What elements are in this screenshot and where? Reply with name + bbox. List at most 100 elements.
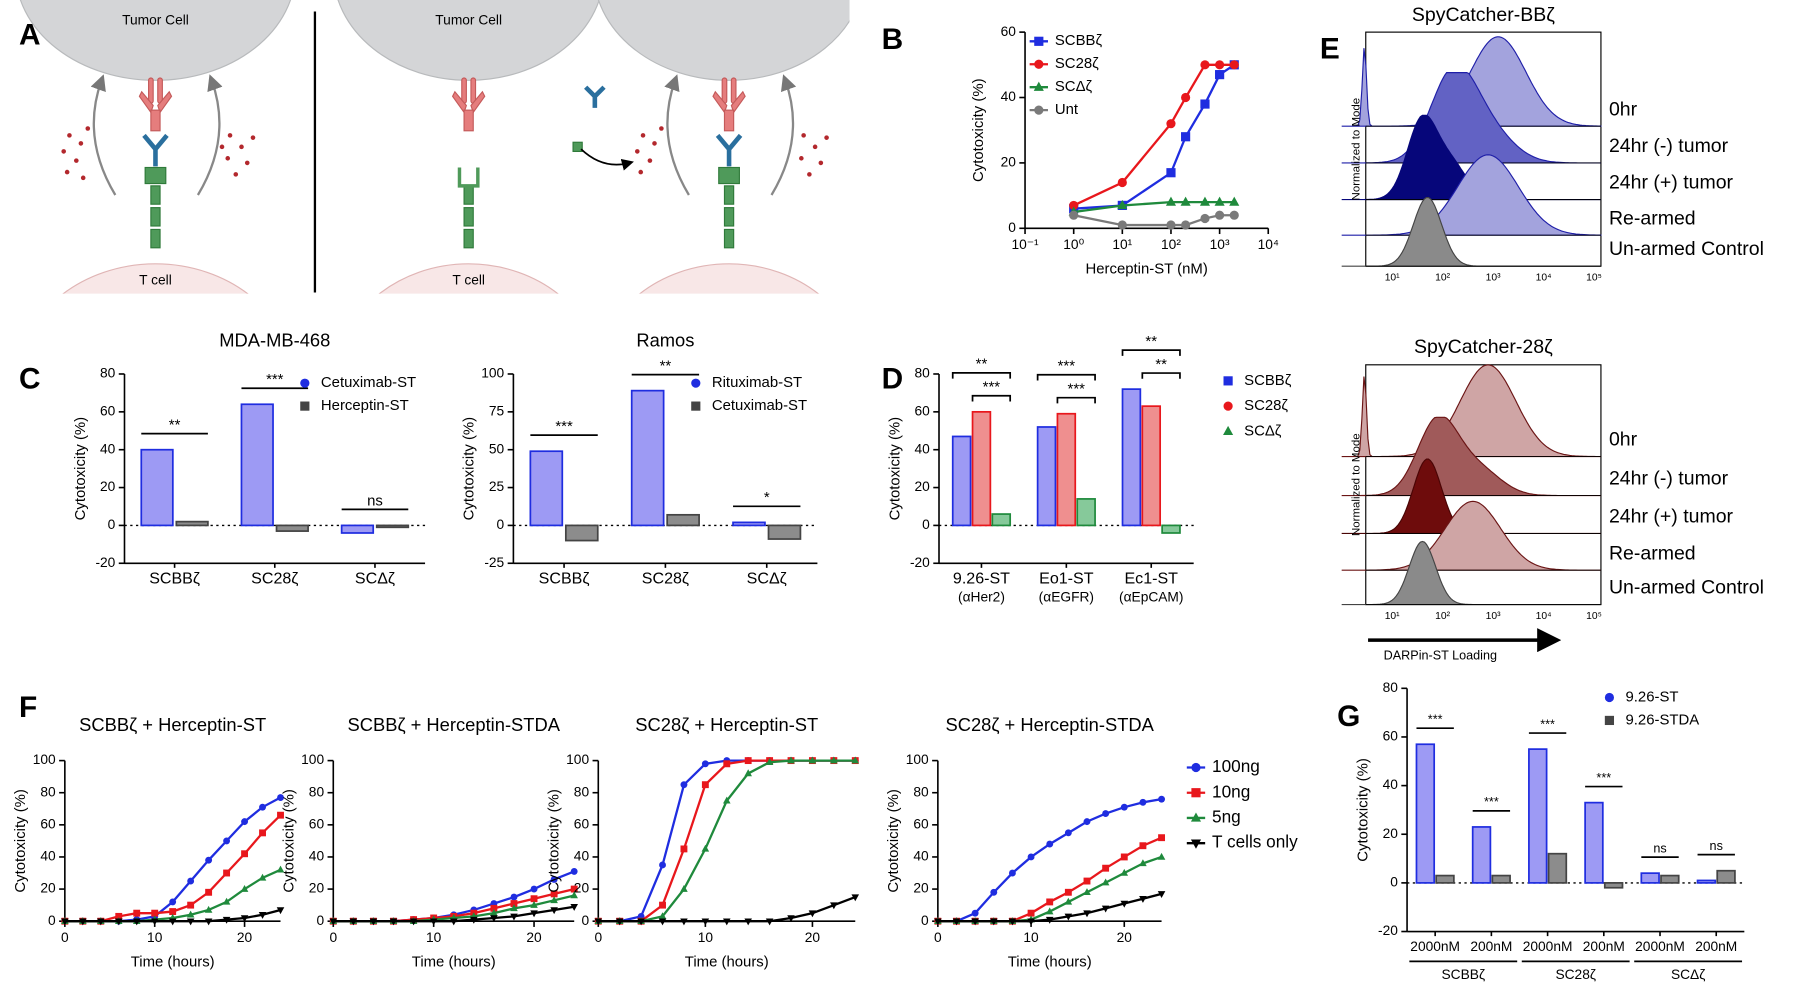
y-tick-label: 0	[316, 913, 324, 928]
marker	[1120, 853, 1128, 861]
marker	[1158, 834, 1166, 842]
legend-label: T cells only	[1212, 832, 1298, 852]
y-tick-label: 0	[581, 913, 589, 928]
bar	[375, 524, 410, 529]
y-tick-label: 80	[1383, 680, 1399, 695]
y-tick-label: 25	[489, 479, 505, 494]
panel-letter: B	[882, 23, 904, 56]
x-tick-label: 0	[934, 930, 942, 945]
marker	[530, 895, 538, 903]
bar	[1435, 874, 1455, 884]
x-tick-label: SCΔζ	[747, 570, 787, 588]
y-tick-label: 0	[1390, 875, 1398, 890]
car	[144, 141, 740, 249]
y-tick-label: 0	[922, 517, 930, 532]
marker	[429, 918, 438, 926]
y-tick-label: 40	[1001, 89, 1017, 104]
marker	[1215, 210, 1225, 220]
x-tick-label: 10¹	[1112, 237, 1132, 252]
row-label: 24hr (+) tumor	[1609, 506, 1734, 528]
t-cell	[639, 263, 820, 294]
marker	[510, 913, 518, 921]
bar	[529, 450, 564, 527]
legend-label: Cetuximab-ST	[712, 398, 807, 414]
histogram	[1341, 72, 1601, 164]
chart-title: SCBBζ + Herceptin-STDA	[347, 714, 560, 735]
significance-label: *	[764, 490, 770, 506]
x-tick-sublabel: (αEpCAM)	[1119, 589, 1183, 604]
y-tick-label: 80	[40, 784, 56, 799]
bar	[1660, 874, 1680, 884]
marker	[1083, 818, 1091, 826]
legend-marker	[1033, 81, 1044, 91]
y-axis-label: Cytotoxicity (%)	[1355, 758, 1371, 862]
bar	[1141, 405, 1162, 527]
marker	[615, 918, 624, 926]
marker	[277, 811, 284, 819]
legend-marker	[1034, 59, 1044, 69]
y-tick-label: 40	[1383, 777, 1399, 792]
y-tick-label: 0	[921, 913, 929, 928]
marker	[490, 909, 498, 916]
marker	[971, 909, 979, 917]
antibody	[142, 85, 743, 167]
marker	[744, 769, 752, 777]
marker	[1101, 905, 1110, 913]
marker	[658, 918, 667, 926]
panel-letter: D	[882, 363, 904, 396]
marker	[369, 918, 378, 926]
histogram	[1341, 154, 1602, 236]
marker	[1008, 918, 1017, 926]
marker	[241, 818, 249, 826]
marker	[1215, 60, 1225, 70]
y-tick-label: 40	[40, 849, 56, 864]
marker	[701, 760, 709, 768]
marker	[1157, 852, 1166, 860]
bar	[951, 435, 972, 527]
x-tick-label: SCBBζ	[539, 570, 590, 588]
y-tick-label: 60	[913, 816, 929, 831]
marker	[530, 910, 538, 918]
histogram-title: SpyCatcher-28ζ	[1414, 336, 1553, 358]
marker	[115, 912, 123, 920]
marker	[1200, 213, 1210, 224]
y-tick-label: -20	[95, 555, 115, 570]
marker	[1027, 918, 1035, 926]
y-tick-label: 20	[574, 881, 590, 896]
marker	[470, 916, 478, 924]
marker	[1157, 891, 1166, 899]
legend-marker	[1191, 788, 1201, 798]
marker	[990, 888, 998, 896]
legend-marker	[1604, 715, 1615, 726]
marker	[765, 918, 774, 926]
bar	[630, 389, 665, 527]
y-tick-label: 60	[40, 816, 56, 831]
marker	[659, 901, 666, 909]
x-tick-label: 9.26-ST	[953, 570, 1010, 588]
chart-title: SC28ζ + Herceptin-STDA	[945, 714, 1154, 735]
marker	[187, 877, 195, 885]
marker	[97, 918, 105, 926]
x-tick-label: 10	[147, 930, 163, 945]
marker	[258, 912, 267, 919]
x-tick-label: 10⁻¹	[1011, 237, 1039, 252]
y-axis-label: Cytotoxicity (%)	[13, 789, 29, 893]
marker	[259, 829, 266, 837]
tumor-cell	[337, 0, 600, 81]
row-label: Re-armed	[1609, 207, 1696, 229]
legend-label: 9.26-STDA	[1625, 712, 1699, 728]
marker	[787, 915, 795, 923]
legend-label: 100ng	[1212, 756, 1260, 776]
significance-bracket	[1121, 349, 1181, 356]
chart-title: SCBBζ + Herceptin-ST	[79, 714, 266, 735]
marker	[1166, 168, 1176, 178]
marker	[204, 918, 213, 926]
marker	[1117, 177, 1127, 188]
marker	[722, 918, 731, 926]
legend-label: Herceptin-ST	[321, 398, 409, 414]
panel-letter: F	[19, 691, 37, 724]
histogram	[1341, 500, 1601, 571]
x-tick-label: 10	[1023, 930, 1039, 945]
series-line	[598, 759, 856, 923]
